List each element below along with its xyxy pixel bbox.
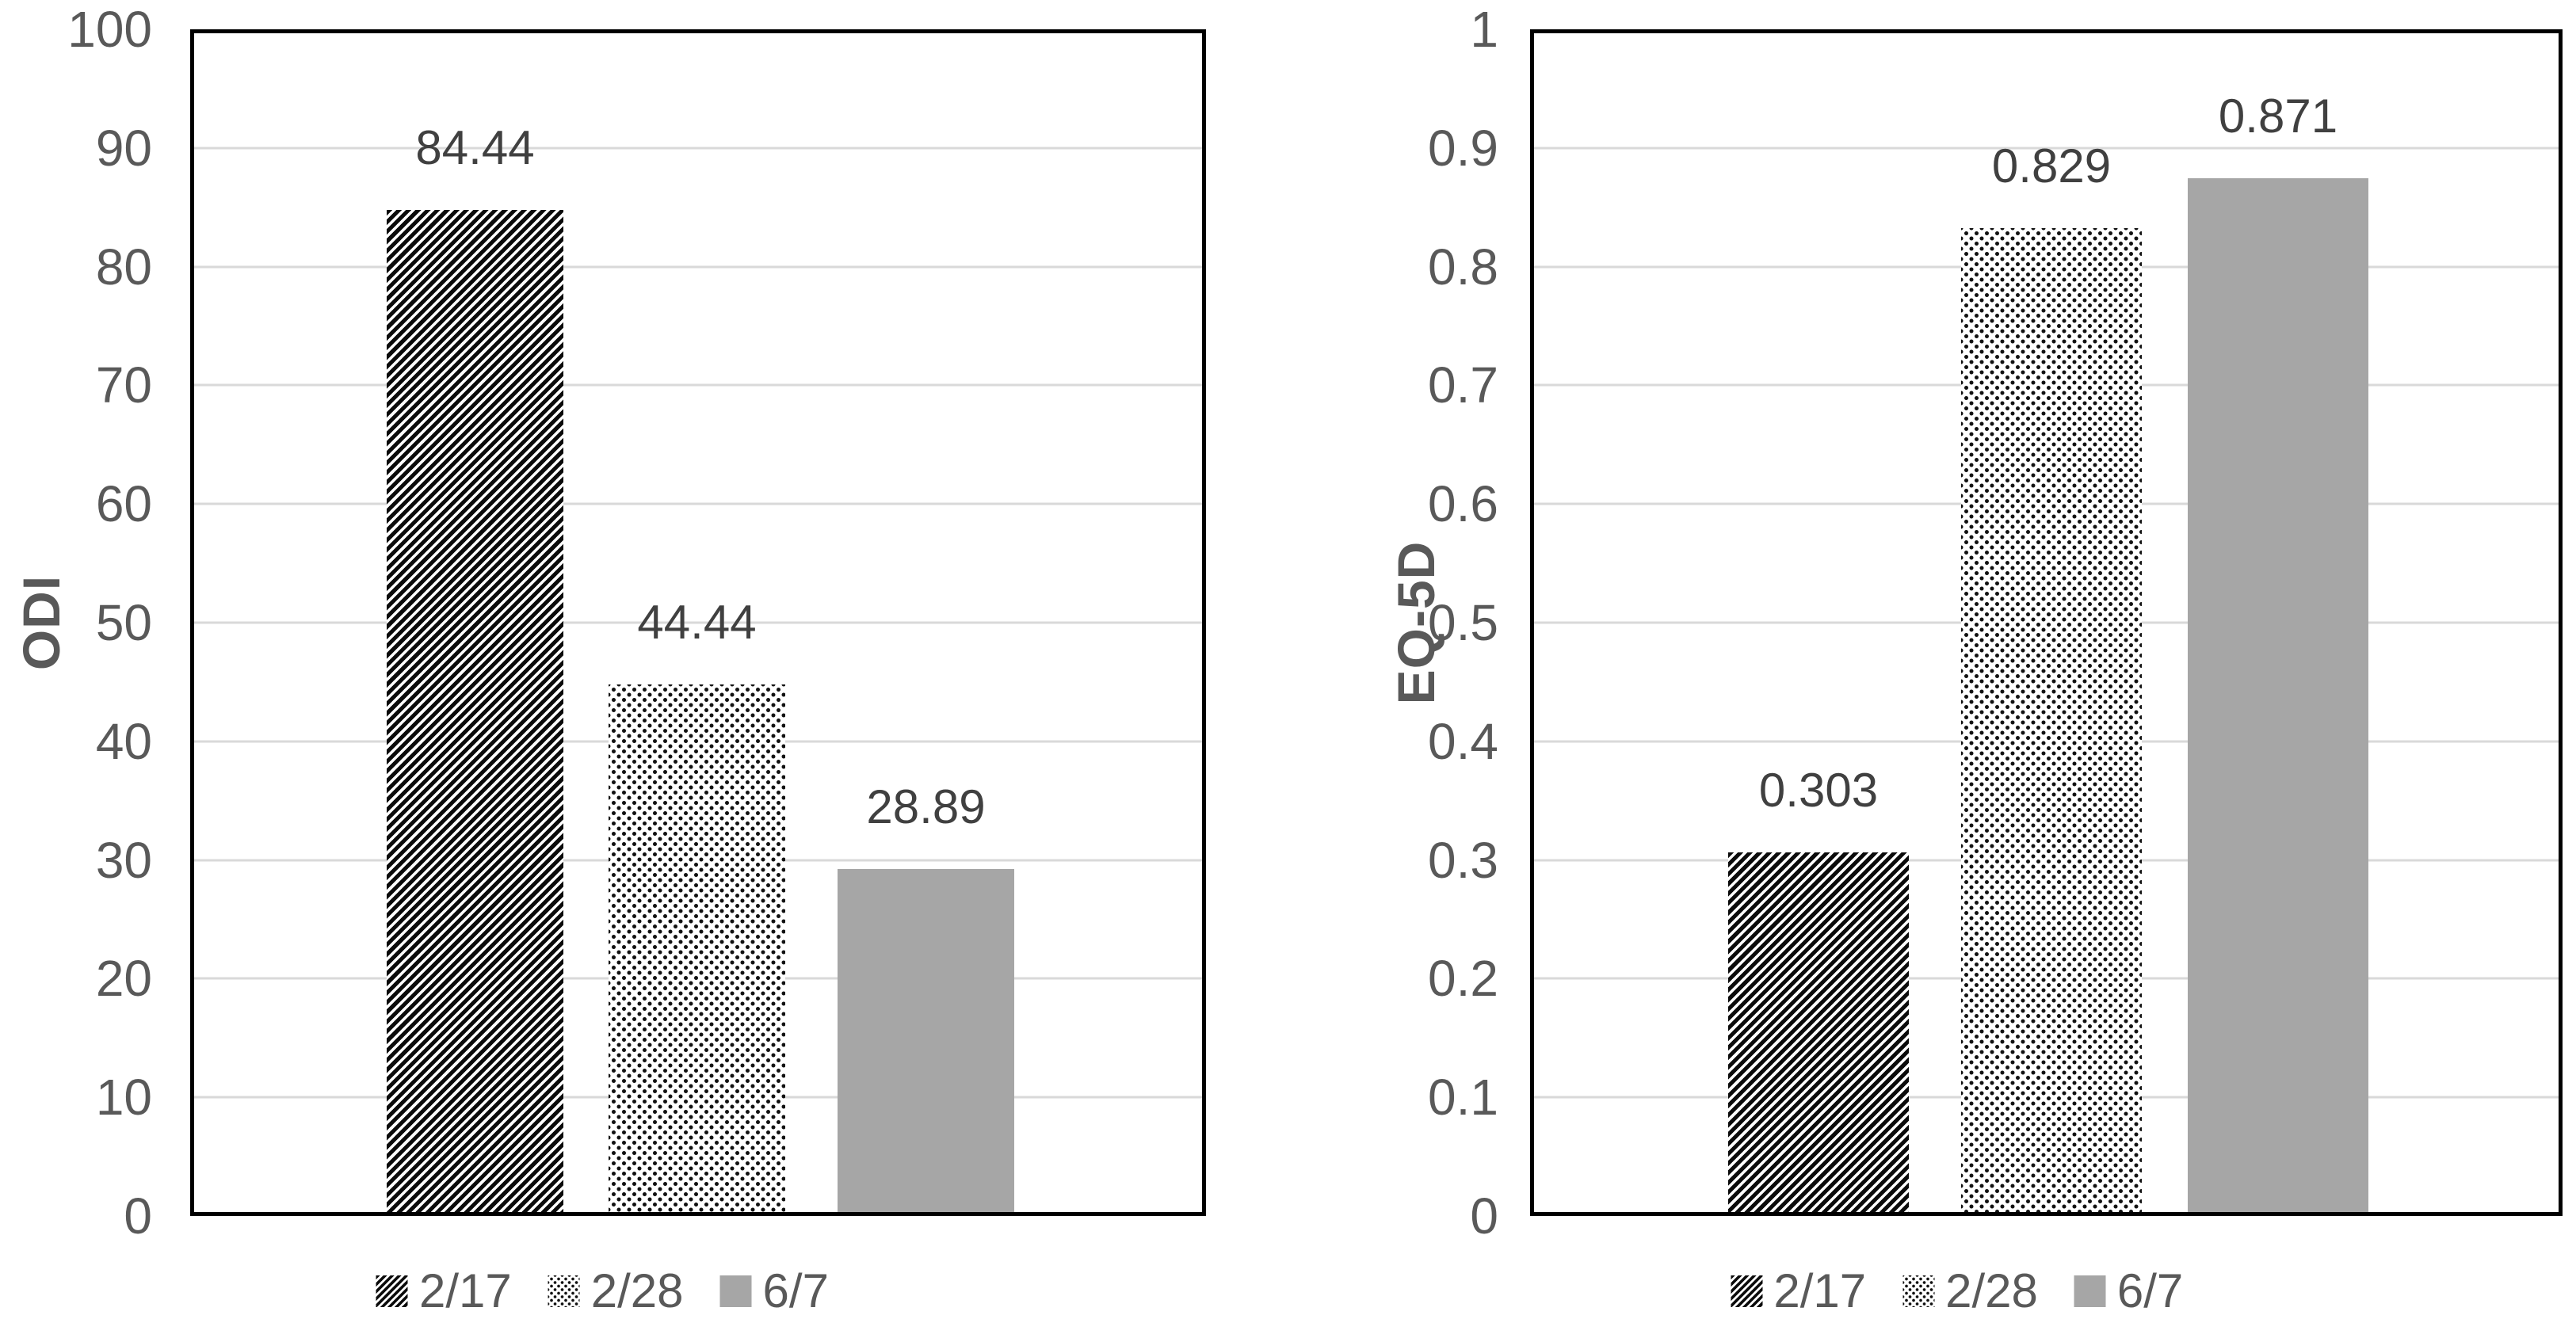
- data-label: 0.303: [1758, 764, 1879, 818]
- gridline: [194, 621, 1202, 624]
- data-label: 44.44: [637, 596, 757, 650]
- y-tick-label: 30: [95, 831, 152, 889]
- y-axis-tick-labels: 0 10 20 30 40 50 60 70 80 90 100: [0, 0, 152, 1338]
- y-tick-label: 70: [95, 356, 152, 414]
- data-label: 0.829: [1991, 139, 2112, 193]
- y-tick-label: 90: [95, 119, 152, 177]
- legend-item-6-7: 6/7: [719, 1264, 829, 1317]
- legend-label: 6/7: [762, 1264, 829, 1317]
- plot-area: 84.44 44.44 28.89: [190, 29, 1206, 1216]
- bar-2-17: [1728, 852, 1909, 1212]
- legend-label: 2/17: [1773, 1264, 1867, 1317]
- y-tick-label: 20: [95, 950, 152, 1008]
- bar-6-7: [838, 869, 1014, 1212]
- legend: 2/17 2/28 6/7: [1731, 1267, 2183, 1315]
- legend-item-6-7: 6/7: [2074, 1267, 2183, 1315]
- legend-swatch-solid-gray: [719, 1275, 752, 1307]
- legend-swatch-diagonal-stripes: [376, 1275, 408, 1307]
- y-tick-label: 0.9: [1428, 119, 1498, 177]
- y-tick-label: 0.4: [1428, 712, 1498, 770]
- legend-swatch-dots: [1902, 1275, 1935, 1307]
- eq5d-bar-chart: EQ-5D 0 0.1 0.2 0.3 0.4 0.5 0.6 0.7 0.8 0.9 1 0.30…: [1315, 0, 2576, 1338]
- y-tick-label: 0.2: [1428, 950, 1498, 1008]
- y-tick-label: 40: [95, 712, 152, 770]
- y-tick-label: 50: [95, 594, 152, 651]
- y-tick-label: 0: [124, 1187, 152, 1245]
- y-tick-label: 0.8: [1428, 238, 1498, 295]
- gridline: [1534, 147, 2559, 150]
- legend-label: 6/7: [2116, 1264, 2184, 1317]
- legend-label: 2/17: [418, 1264, 512, 1317]
- y-tick-label: 0.1: [1428, 1069, 1498, 1126]
- y-tick-label: 0.5: [1428, 594, 1498, 651]
- y-tick-label: 1: [1470, 1, 1498, 58]
- gridline: [194, 383, 1202, 387]
- legend-item-2-17: 2/17: [376, 1267, 512, 1315]
- y-tick-label: 0.7: [1428, 356, 1498, 414]
- legend-label: 2/28: [1945, 1264, 2038, 1317]
- legend-swatch-solid-gray: [2074, 1275, 2106, 1307]
- gridline: [194, 265, 1202, 269]
- y-tick-label: 80: [95, 238, 152, 295]
- y-tick-label: 0.3: [1428, 831, 1498, 889]
- y-tick-label: 100: [67, 1, 152, 58]
- plot-area: 0.303 0.829 0.871: [1530, 29, 2563, 1216]
- gridline: [194, 147, 1202, 150]
- y-tick-label: 10: [95, 1069, 152, 1126]
- legend-item-2-28: 2/28: [548, 1267, 684, 1315]
- legend-swatch-dots: [548, 1275, 580, 1307]
- gridline: [194, 502, 1202, 505]
- y-tick-label: 0.6: [1428, 475, 1498, 533]
- legend-item-2-28: 2/28: [1902, 1267, 2038, 1315]
- legend-label: 2/28: [590, 1264, 684, 1317]
- legend: 2/17 2/28 6/7: [376, 1267, 829, 1315]
- data-label: 28.89: [866, 780, 986, 834]
- bar-2-28: [1961, 228, 2142, 1212]
- y-tick-label: 60: [95, 475, 152, 533]
- y-axis-tick-labels: 0 0.1 0.2 0.3 0.4 0.5 0.6 0.7 0.8 0.9 1: [1315, 0, 1498, 1338]
- bar-2-28: [609, 684, 785, 1212]
- odi-bar-chart: ODI 0 10 20 30 40 50 60 70 80 90 100 84.44 44.44 28.…: [0, 0, 1242, 1338]
- bar-6-7: [2188, 178, 2368, 1212]
- data-label: 84.44: [415, 121, 535, 175]
- legend-swatch-diagonal-stripes: [1731, 1275, 1763, 1307]
- bar-2-17: [387, 210, 563, 1212]
- y-tick-label: 0: [1470, 1187, 1498, 1245]
- legend-item-2-17: 2/17: [1731, 1267, 1866, 1315]
- data-label: 0.871: [2218, 90, 2338, 143]
